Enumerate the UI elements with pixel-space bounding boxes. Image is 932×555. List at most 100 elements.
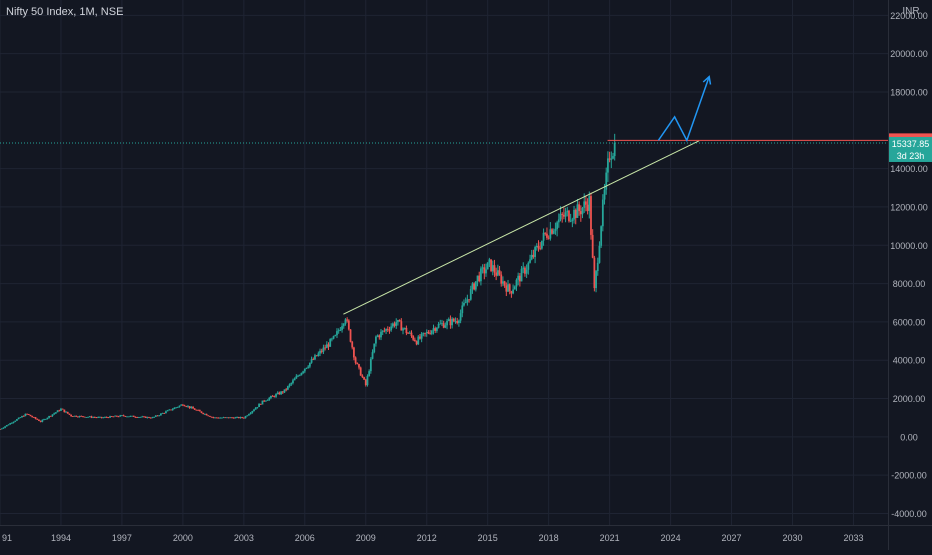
candle-body (551, 229, 553, 234)
price-tick-label: 2000.00 (893, 394, 926, 404)
candle-body (303, 368, 306, 372)
candle-body (143, 416, 145, 418)
price-tick-label: 20000.00 (890, 49, 928, 59)
candle-body (380, 331, 382, 338)
candle-body (176, 406, 179, 408)
candle-body (131, 415, 133, 417)
candle-body (90, 416, 93, 418)
candle-body (442, 323, 445, 328)
candle-body (605, 172, 608, 190)
candle-body (126, 416, 128, 418)
candle-body (234, 417, 237, 419)
countdown-label: 3d 23h (897, 151, 925, 161)
candle-body (310, 359, 313, 363)
candle-body (535, 245, 538, 248)
candle-body (0, 429, 1, 430)
candle-body (496, 270, 499, 276)
candle-body (356, 362, 359, 365)
candle-body (293, 378, 296, 381)
candle-body (119, 415, 122, 417)
candle-body (534, 247, 537, 257)
candle-body (242, 417, 245, 419)
candle-body (17, 417, 20, 420)
candle-body (344, 319, 347, 324)
candle-body (236, 417, 238, 418)
candle-body (481, 267, 484, 269)
candle-body (298, 375, 301, 377)
candle-body (363, 377, 365, 380)
candle-body (222, 417, 225, 419)
symbol-name[interactable]: Nifty 50 Index (6, 6, 74, 18)
price-tick-label: -4000.00 (891, 509, 927, 519)
candle-body (393, 323, 396, 326)
candle-body (539, 248, 542, 250)
candle-body (314, 355, 316, 360)
candle-body (136, 417, 139, 418)
candle-body (559, 213, 562, 220)
candle-body (246, 415, 249, 417)
candle-body (115, 415, 118, 417)
candle-body (441, 323, 443, 325)
time-tick-label: 1997 (112, 533, 132, 543)
candle-body (161, 413, 164, 414)
time-tick-label: 2000 (173, 533, 193, 543)
candle-body (82, 416, 84, 417)
candle-body (41, 419, 44, 422)
candle-body (60, 408, 62, 411)
candle-body (21, 416, 23, 418)
candle-body (588, 196, 591, 211)
candle-body (214, 417, 216, 419)
candle-body (132, 415, 135, 417)
candle-body (198, 410, 201, 412)
candle-body (346, 319, 349, 321)
candle-body (544, 232, 547, 234)
candle-body (439, 323, 442, 325)
candle-body (56, 410, 59, 413)
candle-body (271, 395, 274, 397)
candle-body (420, 333, 423, 339)
candle-body (170, 409, 172, 411)
candle-body (224, 417, 227, 419)
candle-body (87, 416, 89, 418)
time-tick-label: 2030 (782, 533, 802, 543)
candle-body (305, 367, 308, 369)
candle-body (290, 382, 293, 385)
candle-body (39, 420, 42, 422)
candle-body (92, 417, 95, 418)
candle-body (397, 319, 399, 323)
trendline (343, 140, 700, 315)
candle-body (556, 222, 559, 230)
candle-body (452, 318, 455, 322)
candle-body (491, 265, 494, 272)
candle-body (5, 425, 8, 427)
currency-label[interactable]: INR (902, 6, 920, 17)
candle-body (71, 416, 74, 417)
candle-body (547, 237, 550, 239)
candle-body (320, 350, 323, 352)
candle-body (513, 286, 516, 290)
candle-body (27, 414, 30, 415)
candle-body (139, 416, 142, 418)
candle-body (19, 417, 22, 419)
interval-label[interactable]: 1M (79, 6, 95, 18)
candle-body (80, 415, 83, 417)
candle-body (168, 409, 171, 411)
time-tick-label: 2021 (600, 533, 620, 543)
candle-body (554, 229, 557, 231)
candle-body (85, 417, 88, 418)
price-tick-label: 8000.00 (893, 279, 926, 289)
candle-body (562, 214, 565, 217)
candle-body (591, 234, 594, 258)
candle-body (295, 376, 298, 379)
candle-body (512, 289, 514, 294)
candle-body (373, 343, 376, 353)
candle-body (388, 329, 391, 331)
candle-body (203, 413, 206, 415)
candle-body (63, 409, 66, 413)
candle-body (339, 329, 342, 331)
candle-body (12, 421, 15, 423)
candle-body (0, 428, 3, 430)
candle-body (137, 417, 140, 418)
